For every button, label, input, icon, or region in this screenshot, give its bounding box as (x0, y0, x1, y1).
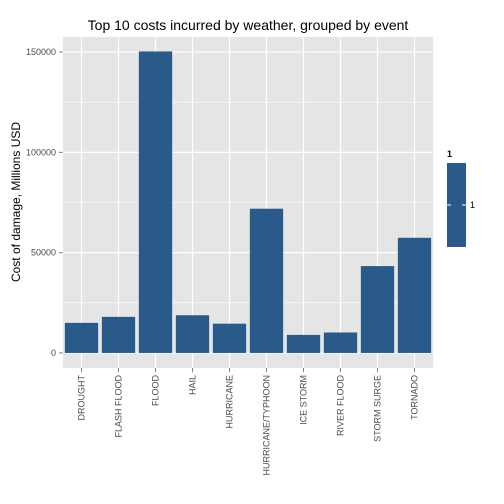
x-tick-label: STORM SURGE (373, 375, 383, 442)
bar (360, 266, 395, 353)
bar (397, 237, 432, 353)
x-tick-label: TORNADO (410, 375, 420, 420)
x-tick-label: HAIL (188, 375, 198, 395)
chart-title: Top 10 costs incurred by weather, groupe… (88, 17, 409, 33)
x-tick-label: HURRICANE/TYPHOON (262, 375, 272, 476)
bar (138, 51, 173, 353)
bar (286, 334, 321, 353)
bar (175, 315, 210, 353)
x-tick-label: DROUGHT (77, 375, 87, 421)
legend: 1 1 (447, 149, 475, 247)
legend-label: 1 (470, 200, 475, 210)
y-tick-label: 50000 (31, 248, 56, 258)
bar (64, 322, 99, 353)
x-axis: DROUGHT FLASH FLOOD FLOOD HAIL HURRICANE HURR… (77, 368, 420, 476)
y-axis: 0 50000 100000 150000 (26, 47, 63, 358)
x-tick-label: ICE STORM (299, 375, 309, 425)
x-tick-label: RIVER FLOOD (336, 375, 346, 437)
bar (249, 208, 284, 353)
y-tick-label: 150000 (26, 47, 56, 57)
bar (101, 316, 136, 353)
bar (212, 323, 247, 353)
y-tick-label: 0 (51, 348, 56, 358)
x-tick-label: FLOOD (151, 375, 161, 407)
bars (64, 51, 432, 353)
bar (323, 332, 358, 353)
y-axis-title: Cost of damage, Millions USD (9, 122, 23, 282)
x-tick-label: FLASH FLOOD (114, 375, 124, 438)
legend-color-key (447, 163, 466, 247)
y-tick-label: 100000 (26, 147, 56, 157)
x-tick-label: HURRICANE (225, 375, 235, 429)
legend-title: 1 (447, 149, 452, 159)
